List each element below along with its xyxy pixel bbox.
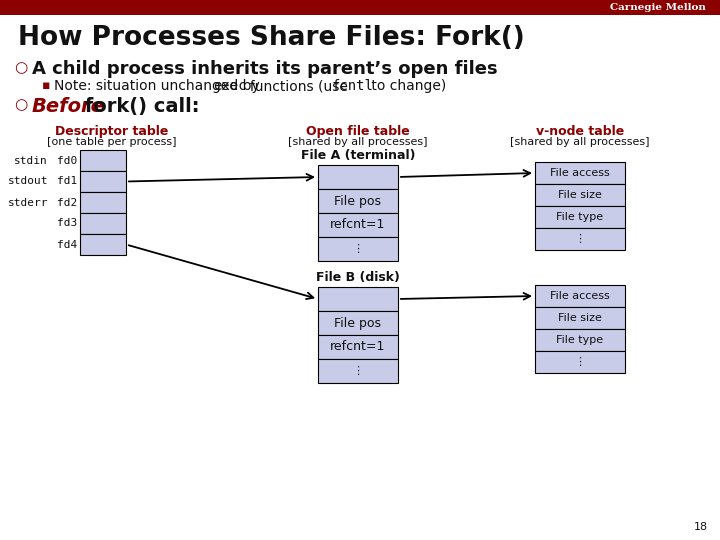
Bar	[535, 162, 625, 184]
Bar	[80, 171, 126, 192]
Text: File type: File type	[557, 212, 603, 222]
Bar	[318, 335, 398, 359]
Text: ⋮: ⋮	[352, 366, 364, 376]
Text: ⋮: ⋮	[575, 357, 585, 367]
Text: ▪: ▪	[42, 79, 50, 92]
Text: File pos: File pos	[335, 316, 382, 329]
Text: Before: Before	[32, 97, 105, 116]
Text: fd2: fd2	[57, 198, 77, 207]
Bar	[535, 285, 625, 307]
Bar	[0, 0, 720, 15]
Text: File A (terminal): File A (terminal)	[301, 149, 415, 162]
Bar	[535, 228, 625, 250]
Text: Carnegie Mellon: Carnegie Mellon	[610, 3, 706, 12]
Text: Note: situation unchanged by: Note: situation unchanged by	[54, 79, 264, 93]
Text: fd3: fd3	[57, 219, 77, 228]
Text: [shared by all processes]: [shared by all processes]	[288, 137, 428, 147]
Bar	[535, 307, 625, 329]
Bar	[318, 287, 398, 311]
Text: ⋮: ⋮	[575, 234, 585, 244]
Text: stderr: stderr	[7, 198, 48, 207]
Text: fcntl: fcntl	[332, 79, 374, 93]
Text: to change): to change)	[367, 79, 446, 93]
Text: fd4: fd4	[57, 240, 77, 249]
Text: ○: ○	[14, 60, 27, 75]
Text: ⋮: ⋮	[352, 244, 364, 254]
Bar	[80, 192, 126, 213]
Text: fork() call:: fork() call:	[78, 97, 199, 116]
Text: fd1: fd1	[57, 177, 77, 186]
Bar	[535, 184, 625, 206]
Text: File pos: File pos	[335, 194, 382, 207]
Text: [one table per process]: [one table per process]	[48, 137, 176, 147]
Text: How Processes Share Files: Fork(): How Processes Share Files: Fork()	[18, 25, 525, 51]
Bar	[318, 213, 398, 237]
Bar	[80, 213, 126, 234]
Text: File size: File size	[558, 313, 602, 323]
Text: Open file table: Open file table	[306, 125, 410, 138]
Text: Descriptor table: Descriptor table	[55, 125, 168, 138]
Text: fd0: fd0	[57, 156, 77, 165]
Text: ○: ○	[14, 97, 27, 112]
Bar	[318, 237, 398, 261]
Bar	[535, 351, 625, 373]
Bar	[318, 165, 398, 189]
Text: v-node table: v-node table	[536, 125, 624, 138]
Text: File access: File access	[550, 168, 610, 178]
Text: functions (use: functions (use	[241, 79, 352, 93]
Bar	[80, 150, 126, 171]
Bar	[318, 359, 398, 383]
Text: refcnt=1: refcnt=1	[330, 341, 386, 354]
Text: stdin: stdin	[14, 156, 48, 165]
Text: exec: exec	[213, 79, 246, 93]
Bar	[318, 189, 398, 213]
Bar	[318, 311, 398, 335]
Bar	[535, 329, 625, 351]
Text: File B (disk): File B (disk)	[316, 271, 400, 284]
Text: [shared by all processes]: [shared by all processes]	[510, 137, 649, 147]
Text: File size: File size	[558, 190, 602, 200]
Text: refcnt=1: refcnt=1	[330, 219, 386, 232]
Text: stdout: stdout	[7, 177, 48, 186]
Text: A child process inherits its parent’s open files: A child process inherits its parent’s op…	[32, 60, 498, 78]
Text: File access: File access	[550, 291, 610, 301]
Text: 18: 18	[694, 522, 708, 532]
Bar	[80, 234, 126, 255]
Text: File type: File type	[557, 335, 603, 345]
Bar	[535, 206, 625, 228]
